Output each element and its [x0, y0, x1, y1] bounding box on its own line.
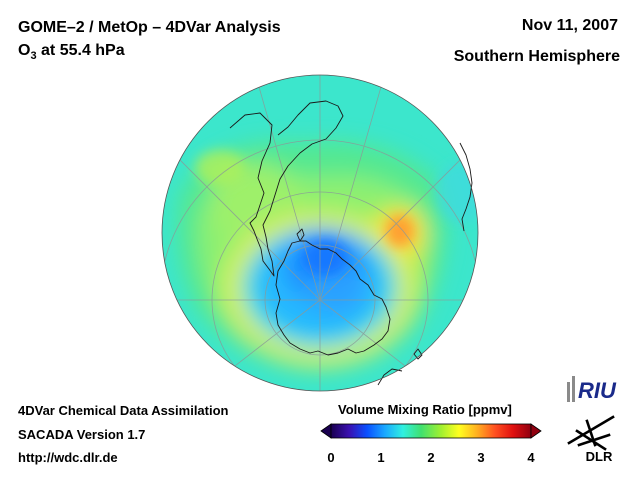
- subtitle-level: at 55.4 hPa: [36, 42, 125, 59]
- colorbar-tick-2: 2: [427, 450, 435, 465]
- riu-logo-text: RIU: [578, 378, 617, 403]
- colorbar-tick-4: 4: [527, 450, 535, 465]
- globe-outline: [161, 74, 479, 392]
- colorbar-tick-3: 3: [477, 450, 485, 465]
- dlr-logo-text: DLR: [586, 449, 613, 464]
- footer-assimilation-label: 4DVar Chemical Data Assimilation: [18, 403, 229, 418]
- colorbar-gradient: [330, 423, 532, 439]
- colorbar-tick-1: 1: [377, 450, 385, 465]
- map-title: GOME–2 / MetOp – 4DVar Analysis: [18, 19, 281, 36]
- colorbar: [320, 423, 542, 439]
- footer-version-label: SACADA Version 1.7: [18, 427, 146, 442]
- hemisphere-label: Southern Hemisphere: [453, 48, 620, 65]
- colorbar-title: Volume Mixing Ratio [ppmv]: [338, 402, 512, 417]
- dlr-logo: DLR: [567, 415, 615, 464]
- subtitle-species-subscript: 3: [30, 50, 37, 63]
- subtitle-species: O: [18, 42, 31, 59]
- antarctic-peninsula-coast: [296, 228, 305, 242]
- riu-logo-bar: [572, 376, 575, 402]
- antarctica-coast: [275, 240, 391, 356]
- ozone-globe-map: [161, 74, 479, 392]
- colorbar-max-arrow: [530, 423, 542, 439]
- colorbar-min-arrow: [320, 423, 332, 439]
- riu-logo: RIU: [567, 376, 617, 403]
- southern-africa-coast: [377, 368, 403, 386]
- colorbar-tick-0: 0: [327, 450, 335, 465]
- riu-logo-bar: [567, 382, 570, 402]
- coastlines: [229, 100, 473, 386]
- analysis-date: Nov 11, 2007: [521, 17, 618, 34]
- dlr-logo-mark: [567, 415, 615, 451]
- island-outline: [413, 348, 423, 360]
- south-america-coast: [229, 100, 344, 277]
- australia-nz-coast: [459, 142, 473, 232]
- map-subtitle: O3 at 55.4 hPa: [18, 42, 125, 62]
- footer-url-label: http://wdc.dlr.de: [18, 450, 118, 465]
